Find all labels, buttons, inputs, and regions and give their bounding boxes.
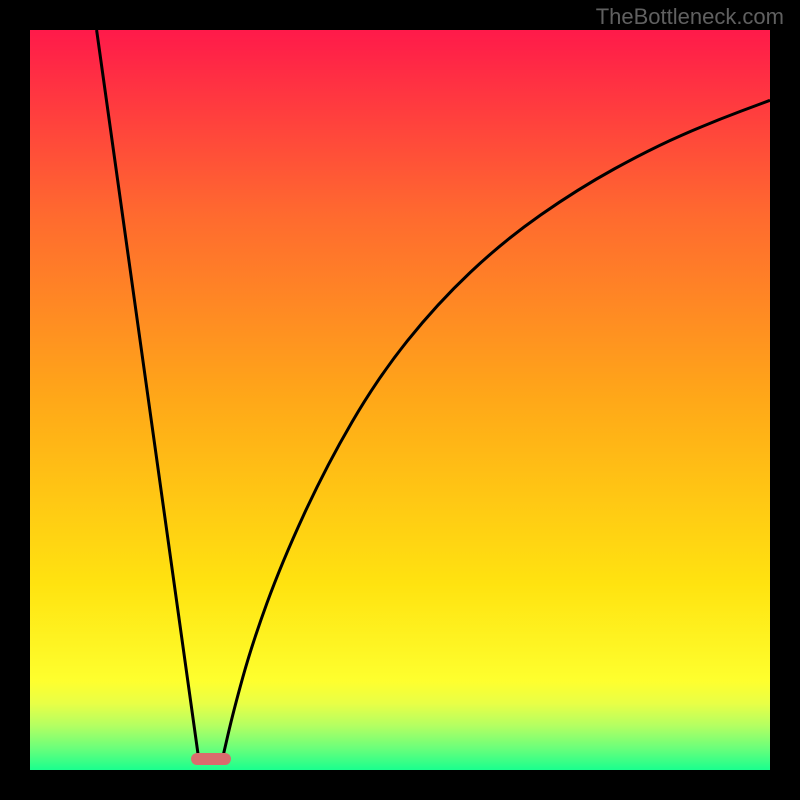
chart-plot-area	[30, 30, 770, 770]
bottleneck-marker	[191, 753, 231, 765]
chart-curve	[30, 30, 770, 770]
curve-path	[97, 30, 770, 759]
watermark-text: TheBottleneck.com	[596, 4, 784, 30]
